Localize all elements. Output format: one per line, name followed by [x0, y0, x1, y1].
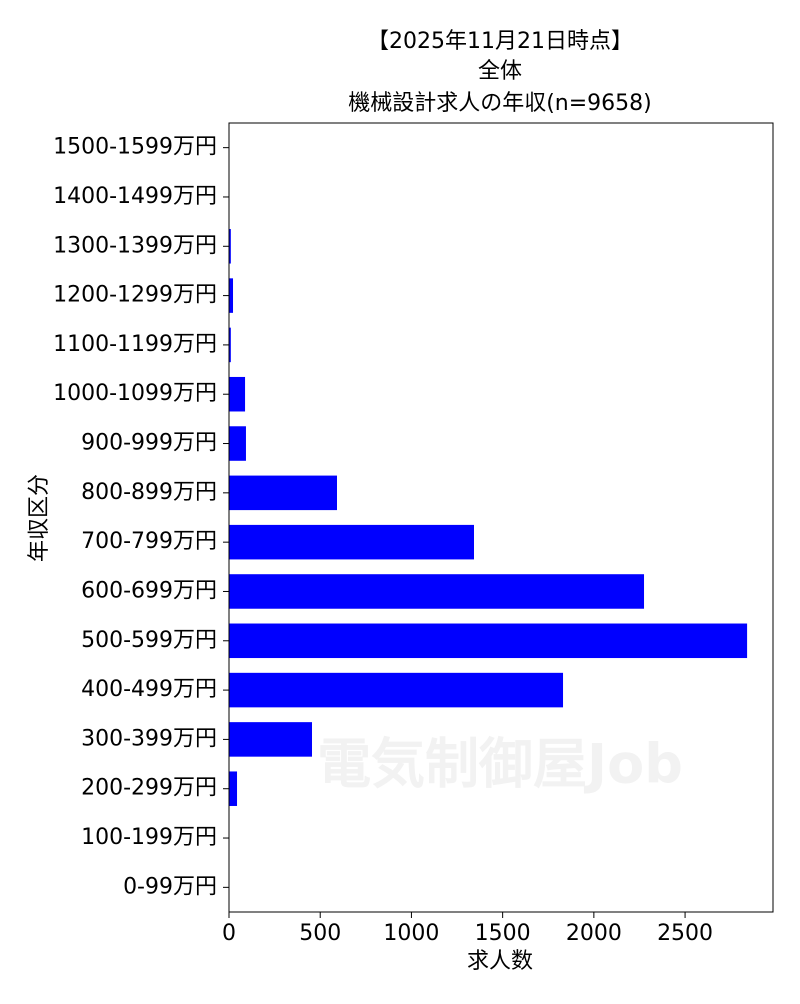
- chart-title-line: 全体: [478, 59, 522, 84]
- bar: [229, 376, 246, 412]
- plot-frame: [228, 122, 774, 913]
- watermark: 電気制御屋Job: [317, 733, 683, 796]
- bar: [229, 278, 234, 313]
- y-tick-label: 1000-1099万円: [53, 381, 217, 406]
- x-axis-label: 求人数: [467, 949, 533, 974]
- y-tick-label: 100-199万円: [81, 825, 217, 850]
- y-tick-label: 300-399万円: [81, 726, 217, 751]
- bar: [229, 426, 246, 461]
- x-tick-label: 1500: [475, 921, 531, 946]
- y-tick-label: 200-299万円: [81, 776, 217, 801]
- y-tick-label: 0-99万円: [123, 874, 217, 899]
- chart-title-line: 【2025年11月21日時点】: [367, 29, 633, 54]
- x-tick-label: 2000: [566, 921, 622, 946]
- bar: [229, 574, 645, 609]
- x-tick-label: 0: [222, 921, 236, 946]
- bar: [229, 524, 475, 560]
- bar: [229, 672, 564, 708]
- x-tick-label: 2500: [657, 921, 713, 946]
- x-tick-label: 500: [299, 921, 341, 946]
- y-tick-label: 900-999万円: [81, 431, 217, 456]
- y-tick-label: 1300-1399万円: [53, 233, 217, 258]
- bar: [229, 327, 231, 363]
- y-tick-label: 1400-1499万円: [53, 184, 217, 209]
- bar: [229, 623, 748, 659]
- y-tick-label: 700-799万円: [81, 529, 217, 554]
- bar: [229, 475, 337, 511]
- y-tick-label: 1100-1199万円: [53, 332, 217, 357]
- bar: [229, 229, 231, 264]
- y-axis-label: 年収区分: [27, 474, 52, 562]
- bar: [229, 722, 313, 757]
- y-tick-label: 600-699万円: [81, 578, 217, 603]
- y-tick-label: 1500-1599万円: [53, 135, 217, 160]
- chart-title-line: 機械設計求人の年収(n=9658): [348, 91, 652, 116]
- y-tick-label: 800-899万円: [81, 480, 217, 505]
- y-tick-label: 400-499万円: [81, 677, 217, 702]
- y-tick-label: 500-599万円: [81, 628, 217, 653]
- y-tick-label: 1200-1299万円: [53, 283, 217, 308]
- x-tick-label: 1000: [383, 921, 439, 946]
- bar: [229, 771, 238, 806]
